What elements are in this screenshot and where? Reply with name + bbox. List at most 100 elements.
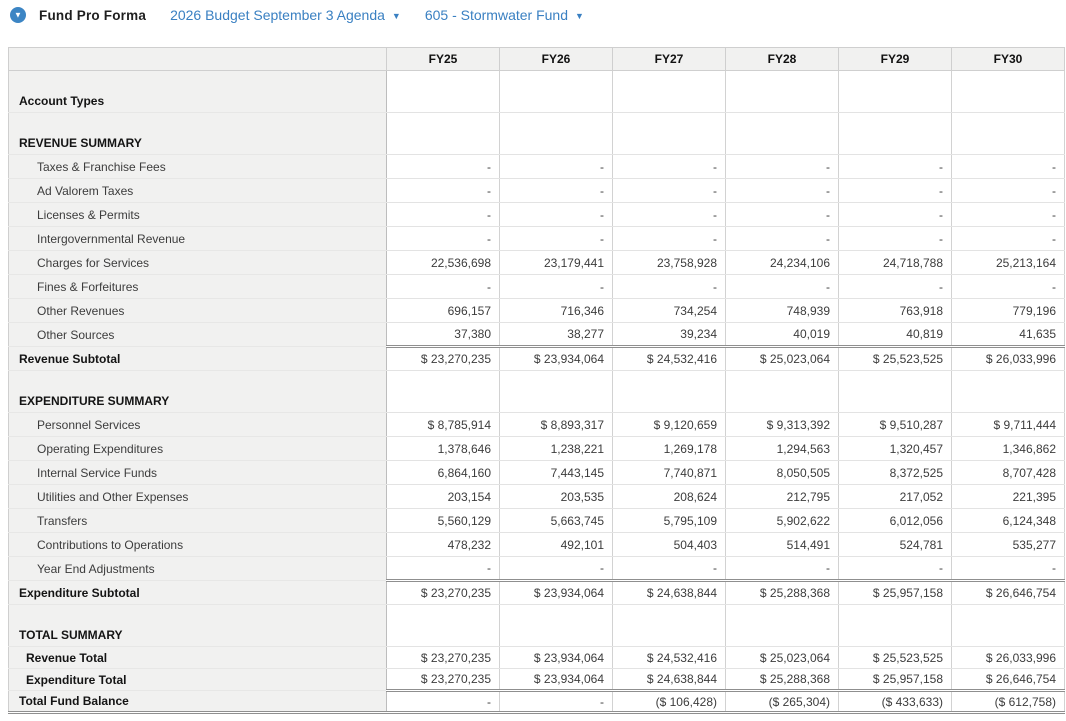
row-label: Transfers	[8, 508, 387, 533]
page-header: ▼ Fund Pro Forma 2026 Budget September 3…	[10, 7, 584, 23]
row-label: Personnel Services	[8, 412, 387, 437]
value-cell: -	[838, 274, 952, 299]
row-label: Operating Expenditures	[8, 436, 387, 461]
value-cell: $ 23,270,235	[386, 646, 500, 669]
value-cell: -	[725, 154, 839, 179]
value-cell: -	[612, 202, 726, 227]
value-cell: -	[951, 274, 1065, 299]
value-cell	[499, 370, 613, 413]
value-cell: 1,346,862	[951, 436, 1065, 461]
value-cell: -	[499, 202, 613, 227]
table-row: Operating Expenditures 1,378,646 1,238,221…	[8, 436, 1065, 461]
value-cell	[612, 70, 726, 113]
value-cell	[499, 604, 613, 647]
row-label: Other Sources	[8, 322, 387, 347]
row-label: Contributions to Operations	[8, 532, 387, 557]
value-cell: 1,269,178	[612, 436, 726, 461]
value-cell: 779,196	[951, 298, 1065, 323]
value-cell: -	[612, 154, 726, 179]
table-row: REVENUE SUMMARY	[8, 112, 1065, 155]
value-cell: $ 23,934,064	[499, 668, 613, 691]
value-cell: 37,380	[386, 322, 500, 347]
value-cell: 6,864,160	[386, 460, 500, 485]
value-cell: $ 26,033,996	[951, 345, 1065, 371]
value-cell: 24,718,788	[838, 250, 952, 275]
row-label: Charges for Services	[8, 250, 387, 275]
value-cell: ($ 265,304)	[725, 689, 839, 714]
table-row: Fines & Forfeitures - - - - - -	[8, 274, 1065, 299]
table-row: Expenditure Total $ 23,270,235 $ 23,934,06…	[8, 668, 1065, 691]
value-cell: $ 25,023,064	[725, 646, 839, 669]
column-header-fy25: FY25	[386, 47, 500, 71]
row-label: REVENUE SUMMARY	[8, 112, 387, 155]
table-row: Taxes & Franchise Fees - - - - - -	[8, 154, 1065, 179]
value-cell: 1,294,563	[725, 436, 839, 461]
value-cell: 7,740,871	[612, 460, 726, 485]
value-cell: 1,238,221	[499, 436, 613, 461]
column-header-fy27: FY27	[612, 47, 726, 71]
value-cell: $ 23,934,064	[499, 579, 613, 605]
value-cell	[838, 370, 952, 413]
fund-dropdown[interactable]: 605 - Stormwater Fund ▼	[425, 7, 584, 23]
value-cell: -	[951, 226, 1065, 251]
value-cell: $ 25,288,368	[725, 579, 839, 605]
value-cell: -	[951, 154, 1065, 179]
value-cell: -	[612, 274, 726, 299]
table-row: Licenses & Permits - - - - - -	[8, 202, 1065, 227]
table-row: Ad Valorem Taxes - - - - - -	[8, 178, 1065, 203]
value-cell: -	[499, 226, 613, 251]
row-label: Revenue Total	[8, 646, 387, 669]
value-cell: $ 9,313,392	[725, 412, 839, 437]
value-cell: -	[386, 274, 500, 299]
value-cell: -	[838, 226, 952, 251]
value-cell	[951, 112, 1065, 155]
row-label: EXPENDITURE SUMMARY	[8, 370, 387, 413]
value-cell	[951, 370, 1065, 413]
value-cell	[386, 604, 500, 647]
value-cell	[386, 370, 500, 413]
budget-dropdown[interactable]: 2026 Budget September 3 Agenda ▼	[170, 7, 401, 23]
value-cell: -	[951, 202, 1065, 227]
row-label: Revenue Subtotal	[8, 346, 387, 371]
value-cell	[612, 604, 726, 647]
value-cell: -	[951, 556, 1065, 581]
value-cell: -	[612, 226, 726, 251]
value-cell: 1,378,646	[386, 436, 500, 461]
column-header-fy26: FY26	[499, 47, 613, 71]
budget-dropdown-label: 2026 Budget September 3 Agenda	[170, 7, 385, 23]
value-cell: ($ 106,428)	[612, 689, 726, 714]
table-row: Revenue Subtotal $ 23,270,235 $ 23,934,064…	[8, 345, 1065, 371]
value-cell: -	[612, 178, 726, 203]
value-cell: 40,819	[838, 322, 952, 347]
value-cell	[386, 70, 500, 113]
caret-down-icon: ▼	[575, 11, 584, 21]
value-cell: -	[386, 689, 500, 714]
value-cell: 716,346	[499, 298, 613, 323]
caret-down-icon: ▼	[391, 11, 401, 21]
table-row: Internal Service Funds 6,864,160 7,443,145…	[8, 460, 1065, 485]
value-cell: 8,372,525	[838, 460, 952, 485]
value-cell	[838, 70, 952, 113]
collapse-section-button[interactable]: ▼	[10, 7, 26, 23]
table-row: TOTAL SUMMARY	[8, 604, 1065, 647]
value-cell: $ 25,023,064	[725, 345, 839, 371]
value-cell: $ 8,893,317	[499, 412, 613, 437]
value-cell: 1,320,457	[838, 436, 952, 461]
row-label: Other Revenues	[8, 298, 387, 323]
value-cell: -	[838, 202, 952, 227]
value-cell: $ 25,288,368	[725, 668, 839, 691]
value-cell: 514,491	[725, 532, 839, 557]
value-cell: 41,635	[951, 322, 1065, 347]
value-cell	[612, 112, 726, 155]
value-cell: -	[725, 556, 839, 581]
caret-down-icon: ▼	[14, 10, 22, 20]
value-cell: $ 25,957,158	[838, 579, 952, 605]
value-cell: 5,663,745	[499, 508, 613, 533]
value-cell: $ 24,638,844	[612, 668, 726, 691]
row-label: Fines & Forfeitures	[8, 274, 387, 299]
value-cell: 5,902,622	[725, 508, 839, 533]
value-cell: $ 26,646,754	[951, 668, 1065, 691]
value-cell: $ 9,510,287	[838, 412, 952, 437]
table-row: Revenue Total $ 23,270,235 $ 23,934,064 $ 2…	[8, 646, 1065, 669]
value-cell: $ 9,711,444	[951, 412, 1065, 437]
